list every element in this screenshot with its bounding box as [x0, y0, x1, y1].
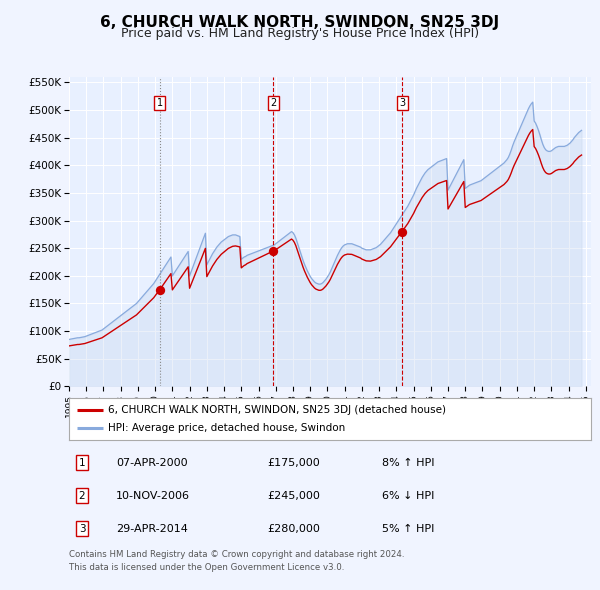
- Text: 6, CHURCH WALK NORTH, SWINDON, SN25 3DJ (detached house): 6, CHURCH WALK NORTH, SWINDON, SN25 3DJ …: [108, 405, 446, 415]
- Text: 2: 2: [270, 98, 277, 108]
- Text: 2: 2: [79, 491, 85, 500]
- Text: Contains HM Land Registry data © Crown copyright and database right 2024.: Contains HM Land Registry data © Crown c…: [69, 550, 404, 559]
- Text: £175,000: £175,000: [268, 457, 320, 467]
- Text: £245,000: £245,000: [268, 491, 320, 500]
- Text: 3: 3: [79, 524, 85, 534]
- Point: [397, 227, 407, 237]
- Text: 6% ↓ HPI: 6% ↓ HPI: [382, 491, 434, 500]
- Text: 1: 1: [79, 457, 85, 467]
- Text: £280,000: £280,000: [268, 524, 320, 534]
- Text: 8% ↑ HPI: 8% ↑ HPI: [382, 457, 434, 467]
- Text: Price paid vs. HM Land Registry's House Price Index (HPI): Price paid vs. HM Land Registry's House …: [121, 27, 479, 40]
- Text: 1: 1: [157, 98, 163, 108]
- Point: [269, 246, 278, 255]
- Text: 29-APR-2014: 29-APR-2014: [116, 524, 188, 534]
- Text: HPI: Average price, detached house, Swindon: HPI: Average price, detached house, Swin…: [108, 423, 346, 433]
- Text: 6, CHURCH WALK NORTH, SWINDON, SN25 3DJ: 6, CHURCH WALK NORTH, SWINDON, SN25 3DJ: [100, 15, 500, 30]
- Text: 07-APR-2000: 07-APR-2000: [116, 457, 188, 467]
- Text: 10-NOV-2006: 10-NOV-2006: [116, 491, 190, 500]
- Text: This data is licensed under the Open Government Licence v3.0.: This data is licensed under the Open Gov…: [69, 563, 344, 572]
- Text: 3: 3: [399, 98, 405, 108]
- Point: [155, 285, 164, 294]
- Text: 5% ↑ HPI: 5% ↑ HPI: [382, 524, 434, 534]
